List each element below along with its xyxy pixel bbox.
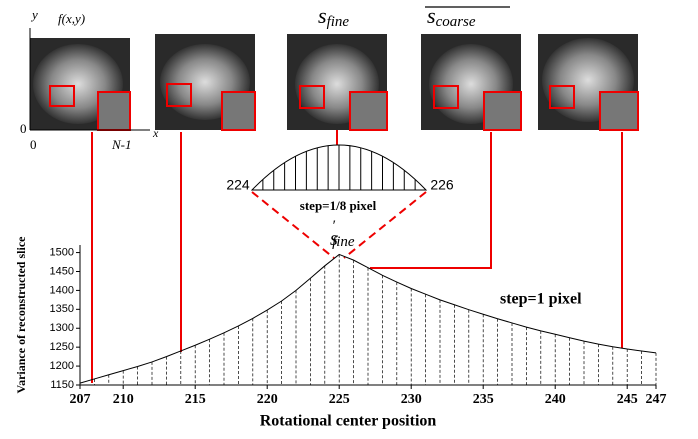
slice-image (538, 34, 639, 131)
axis-label: x (152, 126, 159, 140)
x-axis-label: Rotational center position (260, 413, 437, 430)
step-label: step=1 pixel (500, 291, 582, 308)
inset-label: 224 (226, 177, 250, 193)
slice-image (287, 34, 388, 131)
y-tick-label: 1200 (50, 360, 74, 372)
y-tick-label: 1400 (50, 284, 74, 296)
x-tick-label: 220 (257, 392, 278, 407)
plot: 1150 1200 1250 1300 1350 1400 1450 1500 207 210 21… (50, 245, 667, 407)
slice-image (421, 34, 522, 131)
origin-label: 0 (30, 137, 37, 152)
origin-label: 0 (20, 121, 27, 136)
slice-image (30, 38, 131, 131)
x-tick-label: 225 (329, 392, 350, 407)
inset-label: 226 (430, 177, 454, 193)
y-tick-label: 1450 (50, 265, 74, 277)
image-label: scoarse (427, 3, 476, 30)
y-tick-label: 1250 (50, 341, 74, 353)
peak-label: s′ fine (330, 218, 355, 250)
y-axis-label: Variance of reconstructed slice (14, 236, 28, 394)
x-tick-label: 235 (473, 392, 494, 407)
x-tick-label: 210 (113, 392, 134, 407)
x-tick-label: 247 (646, 392, 667, 407)
y-tick-label: 1150 (50, 379, 74, 391)
x-tick-label: 245 (617, 392, 638, 407)
inset: 224 226 step=1/8 pixel s′ fine (226, 144, 454, 250)
images: y f(x,y) x 0 0 N-1 sfine scoarse (20, 3, 639, 152)
axis-end-label: N-1 (111, 137, 132, 152)
y-tick-label: 1500 (50, 246, 74, 258)
x-tick-label: 215 (185, 392, 206, 407)
step-label: step=1/8 pixel (300, 198, 377, 213)
curve (79, 253, 657, 384)
image-label: sfine (318, 3, 349, 30)
axis-label: y (30, 7, 38, 22)
x-tick-label: 240 (545, 392, 566, 407)
y-tick-label: 1350 (50, 303, 74, 315)
x-tick-label: 207 (70, 392, 91, 407)
connectors (91, 130, 623, 383)
slice-image (155, 34, 256, 131)
x-tick-label: 230 (401, 392, 422, 407)
function-label: f(x,y) (58, 11, 85, 26)
y-tick-label: 1300 (50, 322, 74, 334)
